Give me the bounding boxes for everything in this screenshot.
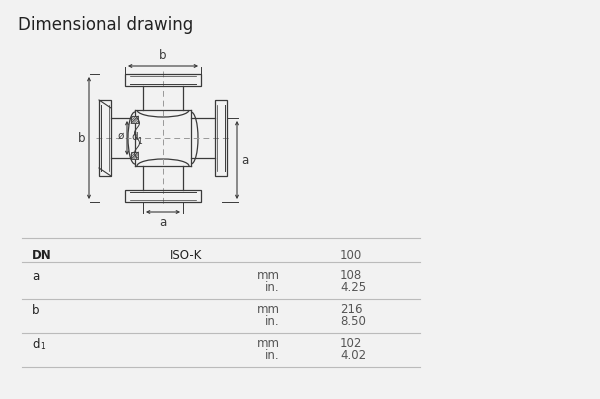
Text: b: b <box>32 304 40 317</box>
Text: 8.50: 8.50 <box>340 315 366 328</box>
Text: 4.25: 4.25 <box>340 281 366 294</box>
Bar <box>99 100 111 176</box>
Bar <box>125 74 201 86</box>
Text: ø: ø <box>118 131 124 141</box>
Bar <box>131 116 138 123</box>
Text: in.: in. <box>265 281 280 294</box>
Text: b: b <box>77 132 85 144</box>
Text: 216: 216 <box>340 303 362 316</box>
Bar <box>131 152 138 159</box>
Text: 4.02: 4.02 <box>340 349 366 362</box>
Text: d: d <box>131 132 137 142</box>
Text: a: a <box>160 216 167 229</box>
Text: 100: 100 <box>340 249 362 262</box>
Text: ISO-K: ISO-K <box>170 249 202 262</box>
Text: mm: mm <box>257 269 280 282</box>
Text: d: d <box>32 338 40 351</box>
Text: 1: 1 <box>137 136 142 146</box>
Bar <box>215 100 227 176</box>
Bar <box>125 190 201 202</box>
Text: 102: 102 <box>340 337 362 350</box>
Text: a: a <box>32 270 39 283</box>
Text: in.: in. <box>265 315 280 328</box>
Text: in.: in. <box>265 349 280 362</box>
Text: a: a <box>241 154 248 166</box>
Text: mm: mm <box>257 303 280 316</box>
Text: 108: 108 <box>340 269 362 282</box>
Text: Dimensional drawing: Dimensional drawing <box>18 16 193 34</box>
Text: b: b <box>159 49 167 62</box>
Text: mm: mm <box>257 337 280 350</box>
Text: 1: 1 <box>40 342 45 351</box>
Text: DN: DN <box>32 249 52 262</box>
